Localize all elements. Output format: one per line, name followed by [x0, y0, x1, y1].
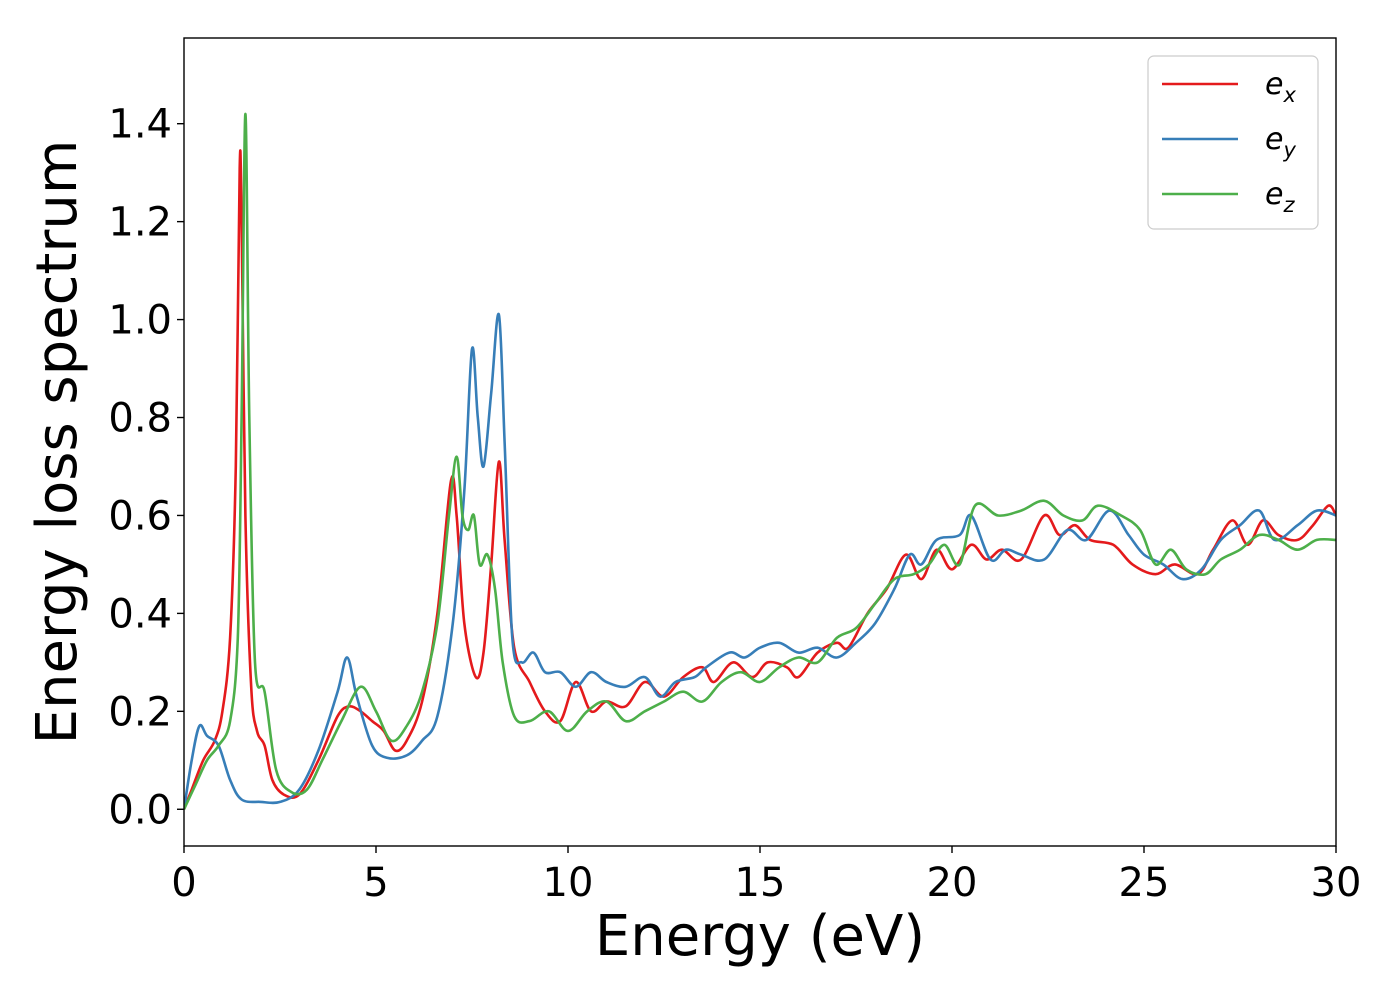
series-line-z	[184, 112, 1336, 810]
y-tick-label: 1.2	[108, 200, 172, 246]
y-tick-label: 0.0	[108, 787, 172, 833]
x-tick-label: 30	[1311, 860, 1362, 906]
y-tick-label: 0.2	[108, 689, 172, 735]
x-tick-label: 10	[543, 860, 594, 906]
y-axis-title: Energy loss spectrum	[25, 140, 90, 745]
x-axis: 0 5 10 15 20 25 30	[171, 846, 1361, 906]
x-tick-label: 20	[927, 860, 978, 906]
y-tick-label: 0.8	[108, 396, 172, 442]
series-layer	[184, 112, 1336, 810]
x-tick-label: 0	[171, 860, 196, 906]
x-axis-title: Energy (eV)	[595, 904, 925, 969]
x-tick-label: 15	[735, 860, 786, 906]
series-line-x	[184, 149, 1336, 810]
y-axis: 0.0 0.2 0.4 0.6 0.8 1.0 1.2 1.4	[108, 102, 184, 833]
legend-box	[1147, 55, 1319, 230]
legend-label-y: ey	[1265, 122, 1296, 162]
y-tick-label: 1.4	[108, 102, 172, 148]
x-tick-label: 5	[363, 860, 388, 906]
series-line-y	[184, 312, 1336, 810]
y-tick-label: 0.4	[108, 591, 172, 637]
y-tick-label: 1.0	[108, 298, 172, 344]
y-tick-label: 0.6	[108, 493, 172, 539]
x-tick-label: 25	[1119, 860, 1170, 906]
